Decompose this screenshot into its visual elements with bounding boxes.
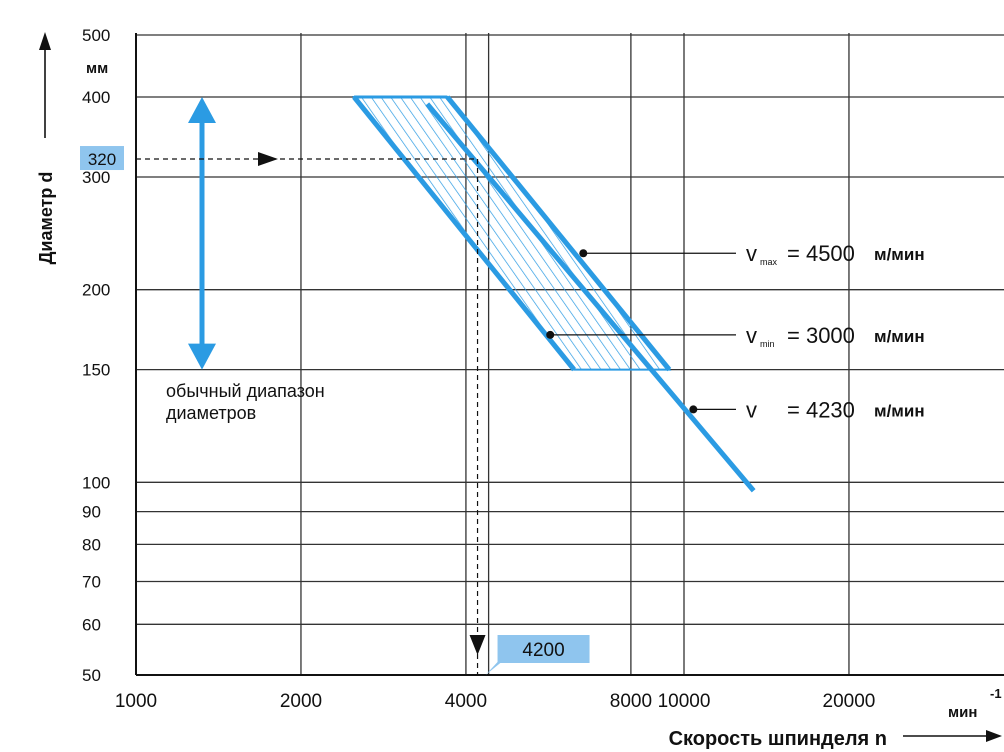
series-label-subscript: max xyxy=(760,257,778,267)
series-label-symbol: v xyxy=(746,323,757,348)
y-tick-label: 150 xyxy=(82,361,110,380)
example-n-box-pointer xyxy=(485,662,502,675)
example-d-label: 320 xyxy=(88,150,116,169)
y-tick-label: 90 xyxy=(82,503,101,522)
series-label-unit: м/мин xyxy=(874,327,925,346)
range-text-line-2: диаметров xyxy=(166,403,256,423)
range-arrow-head-top xyxy=(188,97,216,123)
y-axis-label: Диаметр d xyxy=(36,172,56,265)
series-label-subscript: min xyxy=(760,339,775,349)
series-label-symbol: v xyxy=(746,397,757,422)
y-axis-unit: мм xyxy=(86,60,108,77)
y-tick-label: 300 xyxy=(82,168,110,187)
y-tick-label: 70 xyxy=(82,572,101,591)
x-tick-label: 2000 xyxy=(280,691,322,712)
y-tick-label: 500 xyxy=(82,26,110,45)
series-line xyxy=(352,95,576,372)
series-line xyxy=(445,95,672,372)
example-n-label: 4200 xyxy=(522,640,564,661)
x-axis-unit-exponent: -1 xyxy=(990,686,1002,701)
series-label-unit: м/мин xyxy=(874,401,925,420)
x-tick-label: 8000 xyxy=(610,691,652,712)
y-tick-label: 200 xyxy=(82,281,110,300)
y-tick-label: 400 xyxy=(82,88,110,107)
x-tick-label: 20000 xyxy=(823,691,876,712)
example-d-box xyxy=(80,146,124,171)
y-tick-label: 60 xyxy=(82,615,101,634)
example-n-box xyxy=(497,635,590,663)
y-tick-label: 100 xyxy=(82,473,110,492)
series-label-symbol: v xyxy=(746,241,757,266)
x-axis-arrowhead xyxy=(986,730,1002,742)
example-arrow-down xyxy=(469,635,486,655)
series-label: v = 4230 м/мин xyxy=(746,397,925,422)
series-line xyxy=(425,102,756,493)
series-label-unit: м/мин xyxy=(874,245,925,264)
range-arrow-head-bottom xyxy=(188,343,216,370)
y-tick-label: 80 xyxy=(82,535,101,554)
series-label: v min = 3000 м/мин xyxy=(746,323,925,349)
series-label-value: = 4500 xyxy=(787,241,855,266)
y-axis-arrowhead xyxy=(39,32,51,50)
series-label: v max = 4500 м/мин xyxy=(746,241,925,267)
x-axis-label: Скорость шпинделя n xyxy=(669,728,887,750)
series-label-value: = 3000 xyxy=(787,323,855,348)
x-tick-label: 4000 xyxy=(445,691,487,712)
x-tick-label: 1000 xyxy=(115,691,157,712)
range-text-line-1: обычный диапазон xyxy=(166,381,325,401)
y-tick-label: 50 xyxy=(82,666,101,685)
series-label-value: = 4230 xyxy=(787,397,855,422)
example-arrow-right xyxy=(258,152,278,167)
x-axis-unit: мин xyxy=(948,704,977,721)
x-tick-label: 10000 xyxy=(658,691,711,712)
